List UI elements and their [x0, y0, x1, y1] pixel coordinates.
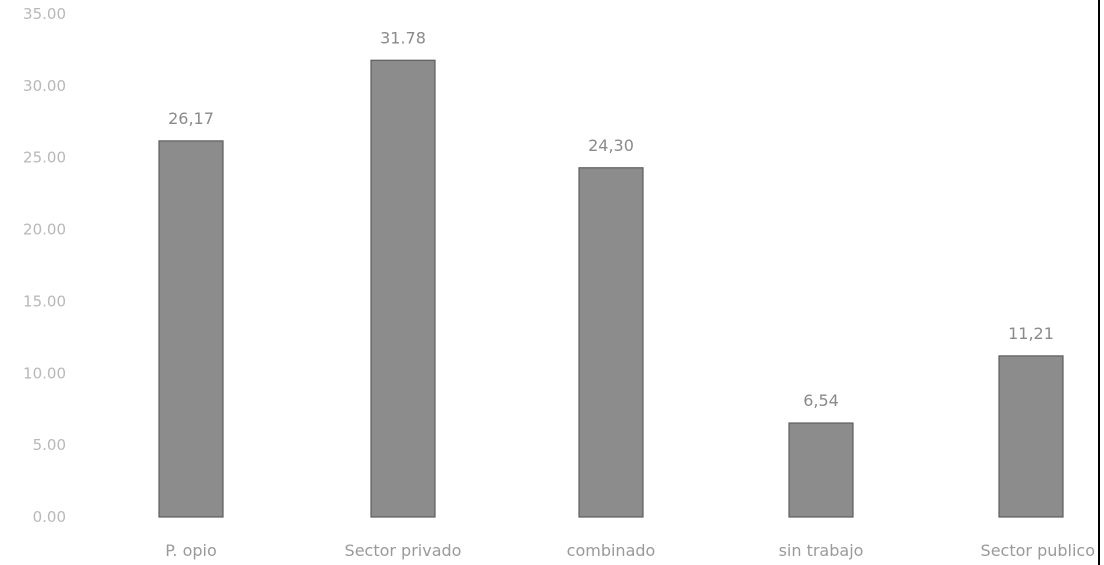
- category-label: combinado: [567, 541, 656, 560]
- data-label: 11,21: [1008, 324, 1054, 343]
- y-tick-label: 25.00: [23, 149, 66, 167]
- y-tick-label: 15.00: [23, 292, 66, 310]
- data-labels-group: 26,17 31.78 24,30 6,54 11,21: [168, 28, 1054, 410]
- data-label: 26,17: [168, 109, 214, 128]
- bar: [158, 140, 224, 518]
- data-label: 31.78: [380, 28, 426, 47]
- y-tick-label: 0.00: [33, 508, 66, 526]
- category-label: Sector privado: [345, 541, 462, 560]
- y-tick-label: 30.00: [23, 77, 66, 95]
- category-label: P. opio: [165, 541, 217, 560]
- y-tick-label: 5.00: [33, 436, 66, 454]
- category-label: sin trabajo: [779, 541, 864, 560]
- bars-group: [158, 59, 1064, 518]
- bar: [788, 422, 854, 518]
- bar: [370, 59, 436, 518]
- category-labels-group: P. opio Sector privado combinado sin trabaj…: [165, 541, 1095, 560]
- y-tick-label: 20.00: [23, 221, 66, 239]
- data-label: 6,54: [803, 391, 839, 410]
- category-label: Sector publico: [981, 541, 1095, 560]
- y-tick-label: 10.00: [23, 364, 66, 382]
- data-label: 24,30: [588, 136, 634, 155]
- y-tick-label: 35.00: [23, 5, 66, 23]
- y-axis-ticks: 0.00 5.00 10.00 15.00 20.00 25.00 30.00 35.00: [23, 5, 66, 526]
- bar: [998, 355, 1064, 518]
- bar: [578, 167, 644, 518]
